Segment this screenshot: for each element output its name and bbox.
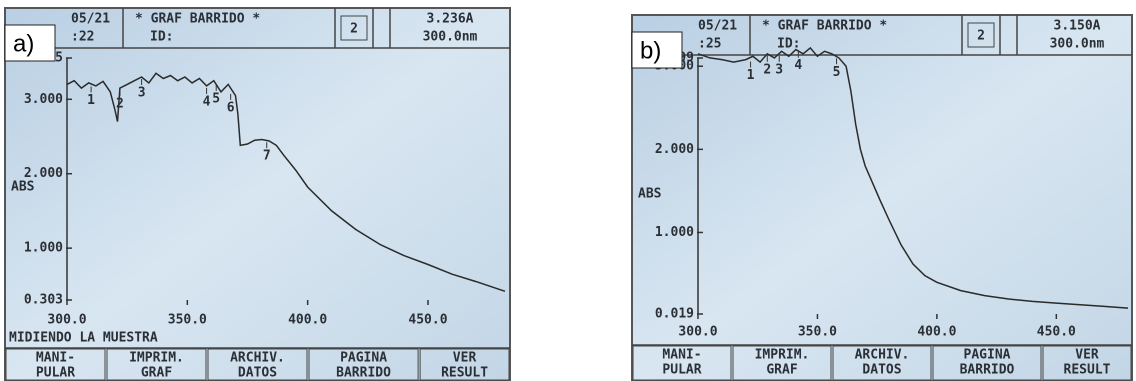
button-label: ARCHIV. [230, 351, 285, 366]
header-id: ID: [150, 30, 173, 45]
button-label: VER [453, 351, 477, 366]
figure: 05/21 :22 * GRAF BARRIDO * ID: 2 3.236A 300.0n… [0, 0, 1136, 381]
screen-panel: 05/21 :25 * GRAF BARRIDO * ID: 2 3.150A 300.0n… [632, 15, 1132, 381]
button-label: MANI- [662, 348, 701, 363]
button-label: BARRIDO [960, 363, 1015, 378]
header-date: 05/21 [698, 19, 737, 34]
x-tick-label: 400.0 [288, 313, 327, 328]
y-tick-label: 1.000 [24, 241, 63, 256]
peak-label: 2 [763, 62, 771, 77]
header-reading: 3.236A [427, 12, 474, 27]
panel-label: a) [13, 30, 34, 57]
button-label: IMPRIM. [755, 348, 810, 363]
x-tick-label: 450.0 [408, 313, 447, 328]
x-tick-label: 450.0 [1037, 325, 1076, 340]
y-tick-label: 3.000 [24, 92, 63, 107]
peak-label: 5 [212, 91, 220, 106]
button-label: PAGINA [964, 348, 1011, 363]
status-line: MIDIENDO LA MUESTRA [9, 331, 158, 346]
button-label: BARRIDO [336, 366, 391, 381]
button-label: PULAR [662, 363, 701, 378]
peak-label: 3 [138, 85, 146, 100]
peak-label: 2 [116, 97, 124, 112]
header-wavelength: 300.0nm [423, 30, 478, 45]
header-time: :25 [698, 37, 721, 52]
header-mode: * GRAF BARRIDO * [762, 19, 887, 34]
header-cell: 2 [350, 22, 358, 37]
button-label: RESULT [441, 366, 488, 381]
x-tick-label: 350.0 [168, 313, 207, 328]
peak-label: 4 [203, 94, 211, 109]
button-label: ARCHIV. [855, 348, 910, 363]
button-label: PAGINA [340, 351, 387, 366]
button-label: IMPRIM. [129, 351, 184, 366]
button-label: RESULT [1064, 363, 1111, 378]
button-label: PULAR [36, 366, 75, 381]
x-tick-label: 400.0 [917, 325, 956, 340]
button-label: GRAF [766, 363, 797, 378]
header-mode: * GRAF BARRIDO * [135, 12, 260, 27]
peak-label: 5 [833, 65, 841, 80]
header-cell: 2 [977, 29, 985, 44]
peak-label: 6 [227, 100, 235, 115]
y-tick-label: 2.000 [655, 142, 694, 157]
y-axis-label: ABS [638, 187, 662, 202]
y-tick-label: 0.019 [655, 307, 694, 322]
x-tick-label: 300.0 [47, 313, 86, 328]
peak-label: 7 [263, 149, 271, 164]
x-tick-label: 350.0 [798, 325, 837, 340]
screen-panel: 05/21 :22 * GRAF BARRIDO * ID: 2 3.236A 300.0n… [5, 8, 510, 381]
header-reading: 3.150A [1054, 19, 1101, 34]
y-axis-label: ABS [11, 180, 35, 195]
button-label: VER [1075, 348, 1099, 363]
peak-label: 3 [775, 62, 783, 77]
header-time: :22 [71, 30, 94, 45]
x-tick-label: 300.0 [678, 325, 717, 340]
peak-label: 1 [747, 68, 755, 83]
button-label: MANI- [36, 351, 75, 366]
button-label: GRAF [141, 366, 172, 381]
y-tick-label: 0.303 [24, 293, 63, 308]
peak-label: 4 [794, 58, 802, 73]
panel-label: b) [640, 37, 661, 64]
header-wavelength: 300.0nm [1050, 37, 1105, 52]
button-label: DATOS [862, 363, 901, 378]
button-label: DATOS [238, 366, 277, 381]
header-id: ID: [777, 37, 800, 52]
header-date: 05/21 [71, 12, 110, 27]
y-tick-label: 1.000 [655, 225, 694, 240]
peak-label: 1 [87, 93, 95, 108]
